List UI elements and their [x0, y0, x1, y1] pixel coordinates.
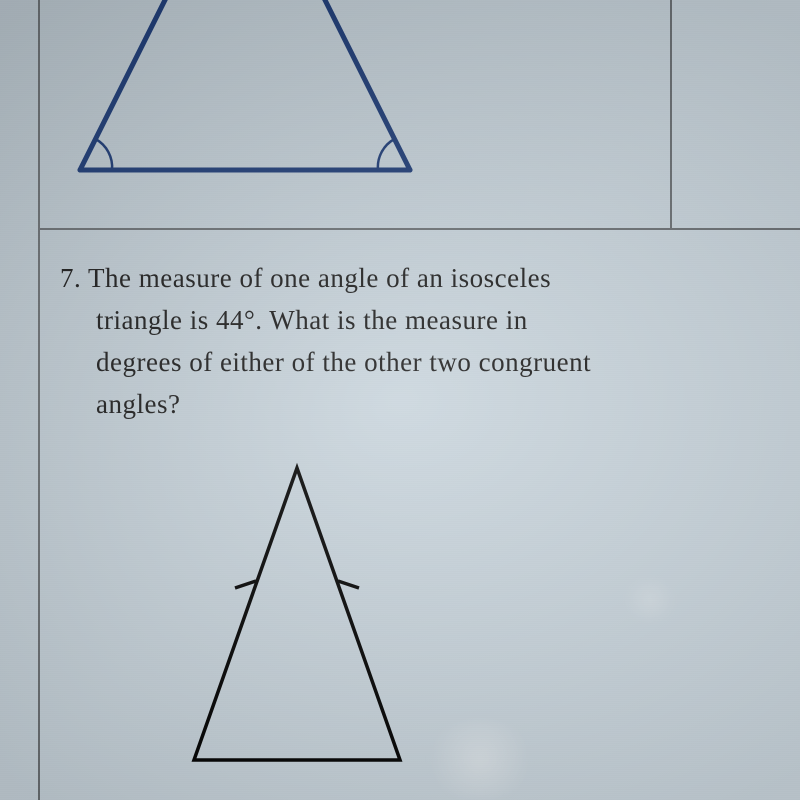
worksheet-page: 7. The measure of one angle of an isosce… — [0, 0, 800, 800]
screen-glare — [620, 580, 680, 620]
question-line-1: The measure of one angle of an isosceles — [88, 263, 551, 293]
cell-divider — [38, 228, 800, 230]
question-number: 7. — [60, 263, 81, 293]
previous-problem-triangle — [55, 0, 435, 200]
left-border — [38, 0, 40, 800]
screen-glare — [420, 720, 540, 800]
question-7-text: 7. The measure of one angle of an isosce… — [60, 258, 740, 425]
isosceles-triangle-figure — [182, 460, 412, 770]
question-line-2: triangle is 44°. What is the measure in — [60, 300, 740, 342]
right-divider — [670, 0, 672, 230]
question-line-3: degrees of either of the other two congr… — [60, 342, 740, 384]
question-line-4: angles? — [60, 384, 740, 426]
